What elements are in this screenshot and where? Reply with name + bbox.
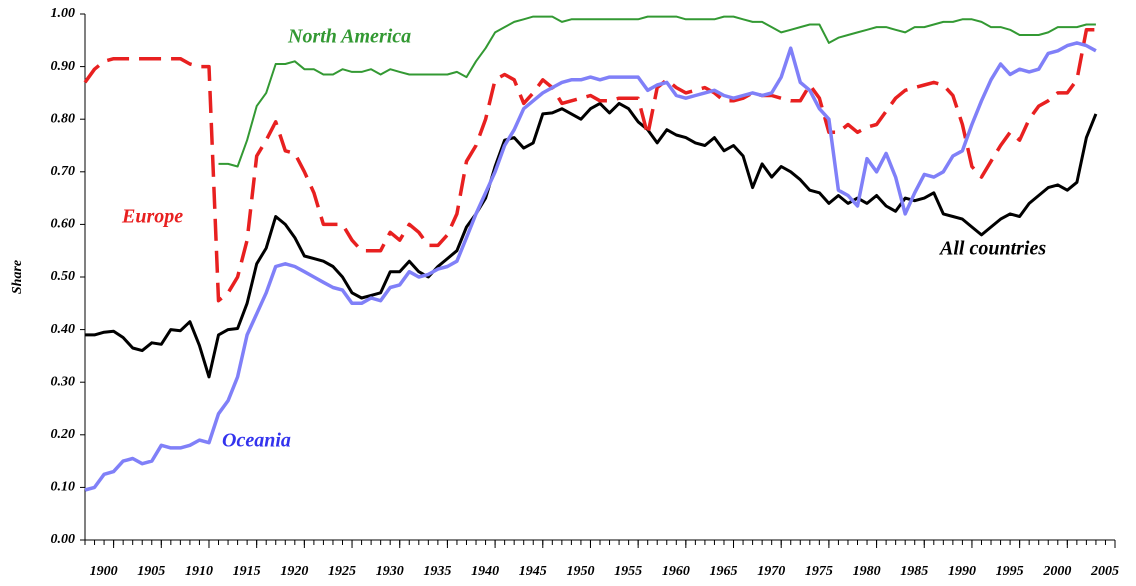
x-tick-label: 1910 — [185, 564, 213, 579]
x-tick-label: 1905 — [137, 564, 165, 579]
x-tick-label: 1945 — [519, 564, 547, 579]
y-tick-label: 0.80 — [51, 111, 76, 126]
series-label: Oceania — [222, 430, 291, 452]
series-line — [84, 41, 1097, 492]
y-tick-label: 0.20 — [51, 427, 76, 442]
x-tick-label: 1925 — [328, 564, 356, 579]
x-tick-label: 1995 — [996, 564, 1024, 579]
x-tick-label: 1975 — [805, 564, 833, 579]
x-tick-label: 1980 — [853, 564, 881, 579]
x-tick-label: 1985 — [900, 564, 928, 579]
y-tick-label: 0.70 — [51, 164, 76, 179]
x-tick-label: 1950 — [566, 564, 594, 579]
series-label: All countries — [938, 238, 1046, 260]
x-tick-label: 1940 — [471, 564, 499, 579]
x-tick-label: 1935 — [423, 564, 451, 579]
x-tick-label: 1920 — [280, 564, 308, 579]
y-tick-label: 1.00 — [51, 6, 76, 21]
x-tick-label: 1900 — [90, 564, 118, 579]
x-tick-label: 2000 — [1042, 564, 1071, 579]
y-tick-label: 0.00 — [51, 532, 76, 547]
y-tick-label: 0.90 — [51, 59, 76, 74]
x-tick-label: 2005 — [1090, 564, 1119, 579]
y-tick-label: 0.10 — [51, 480, 76, 495]
y-tick-label: 0.60 — [51, 217, 76, 232]
series-label: North America — [287, 26, 411, 48]
y-axis-label: Share — [10, 260, 25, 294]
series-line — [85, 101, 1098, 379]
x-tick-label: 1990 — [948, 564, 976, 579]
y-tick-label: 0.40 — [51, 322, 76, 337]
x-tick-label: 1930 — [376, 564, 404, 579]
series-line — [218, 15, 1096, 168]
x-tick-label: 1965 — [710, 564, 738, 579]
y-tick-label: 0.50 — [51, 269, 76, 284]
series-line — [83, 28, 1096, 303]
x-tick-label: 1970 — [757, 564, 785, 579]
x-tick-label: 1915 — [233, 564, 261, 579]
y-tick-label: 0.30 — [51, 374, 76, 389]
series-label: Europe — [121, 206, 183, 228]
x-tick-label: 1960 — [662, 564, 690, 579]
x-tick-label: 1955 — [614, 564, 642, 579]
